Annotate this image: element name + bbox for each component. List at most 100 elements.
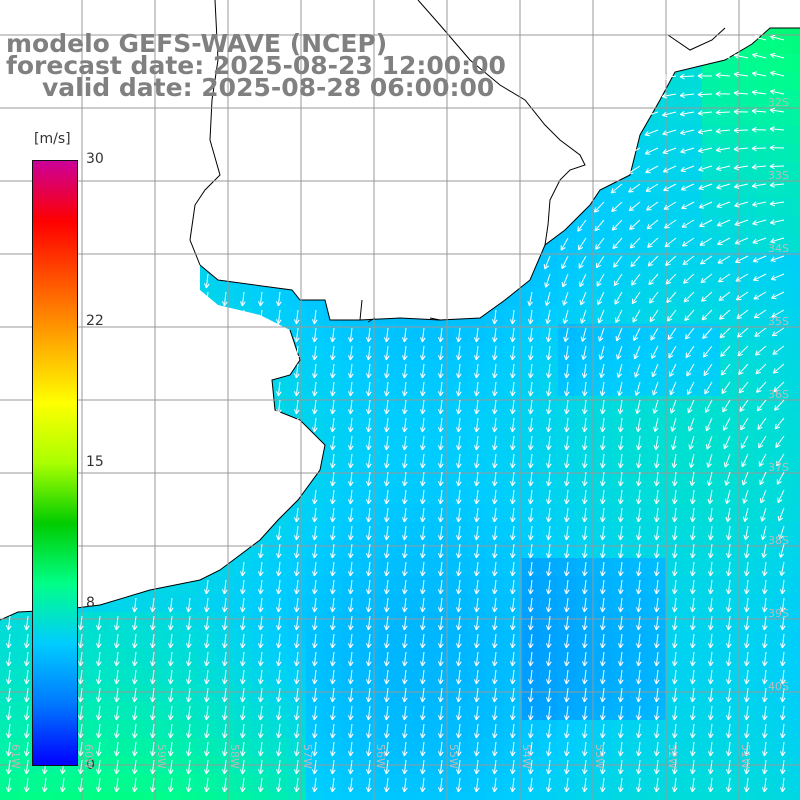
speed-cell	[792, 198, 800, 217]
speed-cell	[792, 792, 800, 800]
speed-cell	[756, 360, 775, 379]
speed-cell	[702, 414, 721, 433]
speed-cell	[702, 324, 721, 343]
speed-cell	[792, 540, 800, 559]
speed-cell	[756, 180, 775, 199]
speed-cell	[666, 126, 685, 145]
speed-cell	[684, 270, 703, 289]
speed-cell	[378, 792, 397, 800]
speed-cell	[702, 216, 721, 235]
speed-cell	[756, 306, 775, 325]
speed-cell	[702, 180, 721, 199]
speed-cell	[756, 324, 775, 343]
speed-cell	[630, 360, 649, 379]
latitude-label: 34S	[768, 242, 789, 255]
speed-cell	[738, 54, 757, 73]
latitude-label: 32S	[768, 96, 789, 109]
speed-cell	[738, 306, 757, 325]
speed-cell	[72, 792, 91, 800]
speed-cell	[756, 126, 775, 145]
speed-cell	[576, 216, 595, 235]
speed-cell	[702, 108, 721, 127]
speed-cell	[702, 306, 721, 325]
speed-cell	[792, 414, 800, 433]
speed-cell	[774, 198, 793, 217]
speed-cell	[756, 54, 775, 73]
speed-cell	[738, 144, 757, 163]
speed-cell	[648, 288, 667, 307]
speed-cell	[720, 414, 739, 433]
speed-cell	[738, 504, 757, 523]
speed-cell	[792, 702, 800, 721]
speed-cell	[144, 792, 163, 800]
speed-cell	[720, 324, 739, 343]
speed-cell	[774, 378, 793, 397]
speed-cell	[738, 270, 757, 289]
speed-cell	[666, 108, 685, 127]
speed-cell	[720, 468, 739, 487]
speed-cell	[774, 108, 793, 127]
speed-cell	[540, 252, 559, 271]
speed-cell	[792, 342, 800, 361]
speed-cell	[702, 396, 721, 415]
latitude-label: 35S	[768, 315, 789, 328]
speed-cell	[648, 126, 667, 145]
speed-cell	[738, 450, 757, 469]
speed-cell	[666, 306, 685, 325]
speed-cell	[792, 288, 800, 307]
speed-cell	[396, 792, 415, 800]
speed-cell	[270, 792, 289, 800]
speed-cell	[666, 198, 685, 217]
speed-cell	[684, 414, 703, 433]
speed-cell	[612, 360, 631, 379]
speed-cell	[612, 792, 631, 800]
speed-cell	[792, 486, 800, 505]
valid-date: valid date: 2025-08-28 06:00:00	[42, 73, 495, 102]
speed-cell	[756, 108, 775, 127]
speed-cell	[684, 252, 703, 271]
speed-cell	[684, 180, 703, 199]
speed-cell	[666, 90, 685, 109]
speed-cell	[792, 216, 800, 235]
speed-cell	[540, 288, 559, 307]
speed-cell	[738, 360, 757, 379]
speed-cell	[648, 792, 667, 800]
speed-cell	[630, 198, 649, 217]
speed-cell	[630, 270, 649, 289]
speed-cell	[738, 216, 757, 235]
speed-cell	[702, 342, 721, 361]
speed-cell	[648, 378, 667, 397]
speed-cell	[756, 36, 775, 55]
speed-cell	[774, 486, 793, 505]
speed-cell	[792, 576, 800, 595]
speed-cell	[774, 126, 793, 145]
speed-cell	[792, 180, 800, 199]
speed-cell	[792, 594, 800, 613]
speed-cell	[576, 288, 595, 307]
longitude-label: 58W	[228, 744, 241, 769]
speed-cell	[666, 378, 685, 397]
speed-cell	[792, 684, 800, 703]
speed-cell	[720, 270, 739, 289]
speed-cell	[774, 252, 793, 271]
speed-cell	[666, 252, 685, 271]
speed-cell	[684, 216, 703, 235]
speed-cell	[756, 198, 775, 217]
speed-cell	[576, 306, 595, 325]
speed-cell	[774, 792, 793, 800]
speed-cell	[756, 72, 775, 91]
speed-cell	[738, 396, 757, 415]
speed-cell	[792, 90, 800, 109]
speed-cell	[648, 360, 667, 379]
speed-cell	[648, 180, 667, 199]
speed-cell	[648, 234, 667, 253]
speed-cell	[126, 792, 145, 800]
speed-cell	[648, 252, 667, 271]
speed-cell	[720, 144, 739, 163]
speed-cell	[648, 342, 667, 361]
speed-cell	[756, 792, 775, 800]
speed-cell	[720, 432, 739, 451]
speed-cell	[792, 234, 800, 253]
speed-cell	[648, 216, 667, 235]
